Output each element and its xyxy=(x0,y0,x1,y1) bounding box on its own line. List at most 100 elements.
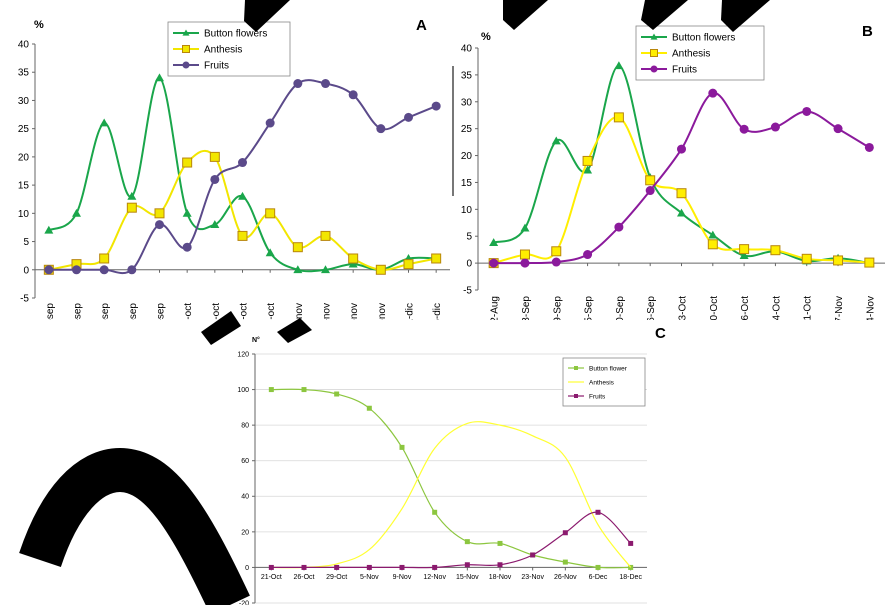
x-tick-label-14: 16-dic xyxy=(432,303,443,320)
x-tick-label-13: 11-dic xyxy=(405,303,416,320)
y-tick-label-3: 10 xyxy=(461,205,473,216)
series-0-point-6 xyxy=(677,208,686,217)
series-1-point-8 xyxy=(739,244,750,255)
series-2-point-9 xyxy=(770,122,780,132)
series-0-point-1 xyxy=(72,208,81,217)
y-tick-label-5: 80 xyxy=(241,423,249,430)
x-tick-label-6: 14-oct xyxy=(211,303,222,320)
series-1-point-9 xyxy=(292,242,303,253)
x-tick-label-9: 26-Nov xyxy=(554,574,577,581)
legend-2-point-0 xyxy=(182,61,190,69)
series-2-point-4 xyxy=(614,222,624,232)
stroke-mid-1 xyxy=(201,311,241,345)
series-2-point-1 xyxy=(520,258,530,268)
x-tick-label-4: 28-sep xyxy=(156,303,167,320)
x-tick-label-8: 16-Oct xyxy=(740,296,751,320)
chart-a: -5 0 5 10 15 20 25 30 35 40% 01-sep 08-sep 15-sep 22-… xyxy=(18,17,450,320)
series-2-point-7 xyxy=(497,562,503,568)
series-2-point-12 xyxy=(376,124,386,134)
series-0-point-3 xyxy=(366,405,372,411)
series-1-point-13 xyxy=(403,259,414,270)
series-0-point-7 xyxy=(238,191,247,200)
series-2-point-0 xyxy=(44,265,54,275)
series-1-point-12 xyxy=(864,257,875,268)
series-2 xyxy=(268,509,634,570)
series-2-point-5 xyxy=(645,186,655,196)
series-1-point-14 xyxy=(431,253,442,264)
chart-b: -5 0 5 10 15 20 25 30 35 40% 22-Aug 3-Sep 9-Sep 15-Se… xyxy=(461,23,885,320)
series-0-point-8 xyxy=(265,248,275,257)
series-2-point-8 xyxy=(739,124,749,134)
y-axis-label: N° xyxy=(252,336,260,344)
series-2-point-3 xyxy=(366,564,372,570)
stroke-top-4 xyxy=(721,0,770,32)
y-tick-label-2: 20 xyxy=(241,529,249,536)
y-tick-label-1: 0 xyxy=(245,565,249,572)
legend-1-point-0 xyxy=(182,45,190,53)
series-2-point-6 xyxy=(464,562,470,568)
series-1-point-11 xyxy=(348,253,359,264)
series-0-point-5 xyxy=(182,208,192,217)
x-tick-label-11: 7-Nov xyxy=(834,296,845,320)
series-2-point-13 xyxy=(404,112,413,122)
y-tick-label-2: 5 xyxy=(23,237,29,248)
divider-line xyxy=(452,66,454,196)
series-2-point-10 xyxy=(321,79,330,89)
series-1-point-2 xyxy=(551,246,562,257)
stroke-top-1 xyxy=(244,0,290,32)
series-0-point-5 xyxy=(432,509,438,515)
series-2-point-0 xyxy=(489,258,499,268)
legend-2-point-0 xyxy=(574,394,578,398)
x-tick-label-3: 15-Sep xyxy=(584,296,595,320)
series-0-point-10 xyxy=(321,265,330,274)
series-2-point-11 xyxy=(833,124,843,134)
y-tick-label-6: 25 xyxy=(461,124,473,135)
series-2-point-12 xyxy=(864,142,874,152)
x-tick-label-10: 31-Oct xyxy=(803,296,814,320)
legend-label-1: Anthesis xyxy=(204,45,242,56)
series-0-point-4 xyxy=(155,73,164,82)
series-1-point-4 xyxy=(154,208,165,219)
series-1-point-7 xyxy=(707,239,718,250)
series-2-point-2 xyxy=(99,265,109,275)
y-tick-label-6: 100 xyxy=(237,387,249,394)
series-0-point-9 xyxy=(293,265,303,274)
series-2-point-11 xyxy=(628,540,634,546)
series-1-line xyxy=(271,421,632,569)
series-1-point-4 xyxy=(613,112,624,123)
x-tick-label-1: 3-Sep xyxy=(521,296,532,320)
series-2-point-1 xyxy=(301,564,307,570)
y-tick-label-9: 40 xyxy=(461,44,473,55)
series-1-point-10 xyxy=(801,253,812,264)
y-tick-label-4: 60 xyxy=(241,458,249,465)
series-2-point-3 xyxy=(583,250,593,260)
y-tick-label-0: -20 xyxy=(239,600,249,605)
panel-label: A xyxy=(416,17,427,34)
x-tick-label-2: 29-Oct xyxy=(326,574,347,581)
x-tick-label-5: 26-Sep xyxy=(646,296,657,320)
series-2-line xyxy=(271,511,632,569)
legend-label-1: Anthesis xyxy=(589,379,615,386)
x-tick-label-7: 10-Oct xyxy=(709,296,720,320)
series-1-point-5 xyxy=(645,175,656,186)
legend-2-point-0 xyxy=(650,65,658,73)
series-1 xyxy=(271,421,632,569)
legend-label-0: Button flowers xyxy=(204,29,267,40)
x-tick-label-4: 20-Sep xyxy=(615,296,626,320)
x-tick-label-8: 23-Nov xyxy=(521,574,544,581)
series-2-point-8 xyxy=(530,552,536,558)
y-tick-label-0: -5 xyxy=(463,286,472,297)
series-0-point-9 xyxy=(562,559,568,565)
x-tick-label-12: 30-nov xyxy=(377,303,388,320)
x-tick-label-12: 14-Nov xyxy=(865,296,876,320)
y-tick-label-2: 5 xyxy=(466,232,472,243)
y-tick-label-1: 0 xyxy=(466,259,472,270)
stroke-arc xyxy=(19,447,250,605)
series-2-point-3 xyxy=(127,265,137,275)
y-tick-label-8: 35 xyxy=(18,68,30,79)
series-1-point-8 xyxy=(265,208,276,219)
legend: Button flowers Anthesis Fruits xyxy=(635,25,765,81)
series-2-point-10 xyxy=(802,106,812,116)
